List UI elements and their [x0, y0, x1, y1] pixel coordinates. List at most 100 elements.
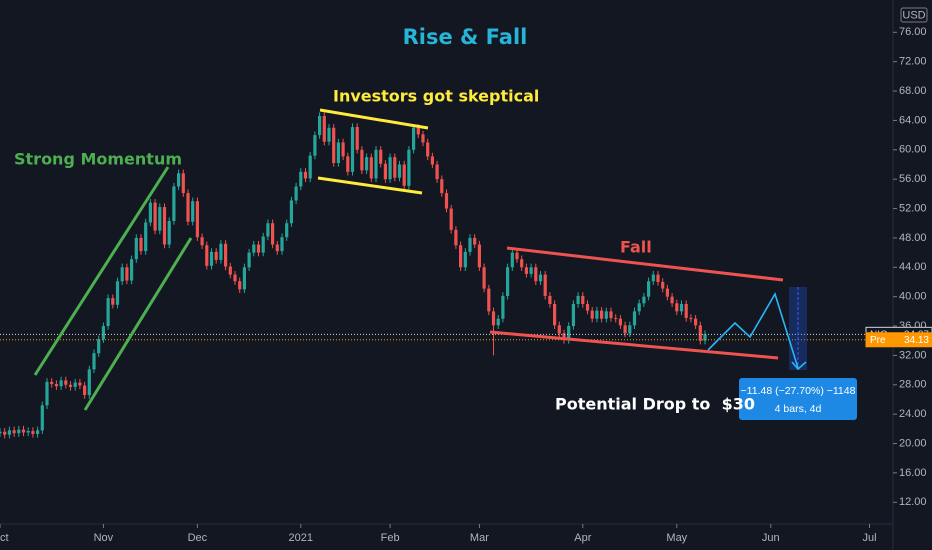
candle-body — [642, 296, 646, 304]
candle-body — [111, 298, 115, 305]
candle-body — [266, 223, 270, 237]
annotation: Potential Drop to $30 — [555, 395, 755, 414]
candle-body — [360, 149, 364, 171]
y-tick-label: 52.00 — [899, 202, 927, 214]
candle-body — [651, 274, 655, 282]
candle-body — [242, 267, 246, 290]
candle-body — [393, 157, 397, 178]
candle-body — [153, 202, 157, 231]
candle-body — [412, 127, 416, 150]
trend-line — [506, 246, 784, 282]
y-tick-label: 48.00 — [899, 232, 927, 244]
candle-body — [402, 164, 406, 186]
candle-body — [172, 186, 176, 222]
candle-body — [332, 127, 336, 164]
x-tick-label: Jun — [762, 532, 780, 544]
y-tick-label: 32.00 — [899, 349, 927, 361]
projection-arrow — [791, 361, 807, 371]
candle-body — [454, 229, 458, 246]
candle-body — [238, 281, 242, 290]
candle-body — [144, 222, 148, 252]
trend-line — [83, 237, 193, 411]
candle-body — [83, 385, 87, 396]
candle-body — [600, 310, 604, 319]
candle-body — [365, 157, 369, 171]
candle-body — [369, 157, 373, 179]
candle-body — [567, 326, 571, 340]
candle-body — [632, 311, 637, 326]
candle-body — [186, 193, 190, 222]
candle-body — [703, 334, 707, 341]
x-tick-label: Jul — [862, 532, 876, 544]
candle-body — [322, 116, 326, 142]
candle-body — [191, 201, 195, 222]
candle-body — [618, 318, 622, 326]
candle-body — [313, 135, 317, 156]
trend-line — [319, 108, 429, 130]
candle-body — [303, 171, 308, 179]
candle-body — [162, 207, 167, 245]
candle-body — [604, 311, 608, 319]
candle-body — [609, 311, 613, 318]
x-tick-label: Apr — [574, 532, 591, 544]
y-tick-label: 16.00 — [899, 467, 927, 479]
candle-body — [346, 156, 350, 172]
y-tick-label: 76.00 — [899, 26, 927, 38]
trend-line — [489, 330, 779, 360]
candle-body — [0, 431, 2, 434]
candle-body — [571, 304, 575, 327]
candle-body — [623, 325, 627, 334]
y-tick-label: 68.00 — [899, 85, 927, 97]
candle-body — [214, 251, 218, 260]
candle-body — [449, 208, 453, 230]
candle-body — [308, 155, 312, 179]
candle-body — [36, 430, 40, 434]
candle-body — [595, 310, 599, 319]
candle-body — [576, 295, 580, 305]
candle-body — [647, 281, 651, 297]
candle-body — [228, 266, 232, 275]
y-tick-label: 60.00 — [899, 144, 927, 156]
candle-body — [534, 267, 538, 282]
candle-body — [125, 267, 129, 281]
x-tick-label: May — [666, 532, 687, 544]
candle-body — [148, 202, 152, 223]
price-label-name: Pre — [870, 335, 886, 346]
candle-body — [285, 223, 289, 238]
candle-body — [64, 380, 68, 385]
candle-body — [224, 243, 228, 267]
candle-body — [515, 252, 519, 260]
candle-body — [698, 325, 702, 341]
y-tick-label: 56.00 — [899, 173, 927, 185]
candle-body — [280, 237, 284, 252]
price-label-value: 34.13 — [904, 335, 929, 346]
candle-body — [26, 431, 30, 433]
candle-body — [200, 237, 204, 246]
candle-body — [679, 304, 684, 312]
candle-body — [12, 430, 16, 434]
candle-body — [40, 405, 44, 431]
candle-body — [543, 274, 547, 296]
candle-body — [496, 318, 500, 326]
candle-body — [459, 245, 463, 268]
trend-line — [317, 176, 423, 195]
candle-body — [87, 369, 91, 396]
candle-body — [468, 237, 472, 252]
candle-body — [562, 333, 566, 340]
candle-body — [177, 173, 181, 187]
candle-body — [289, 200, 293, 224]
candle-body — [689, 317, 693, 319]
y-tick-label: 44.00 — [899, 261, 927, 273]
candle-body — [379, 149, 383, 164]
candle-body — [252, 244, 256, 253]
x-tick-label: 2021 — [289, 532, 313, 544]
candle-body — [435, 164, 439, 180]
candle-body — [247, 252, 251, 268]
candle-body — [17, 429, 21, 434]
annotation: Strong Momentum — [14, 150, 182, 169]
annotation: Fall — [620, 238, 652, 257]
y-tick-label: 20.00 — [899, 437, 927, 449]
candle-body — [336, 142, 340, 164]
